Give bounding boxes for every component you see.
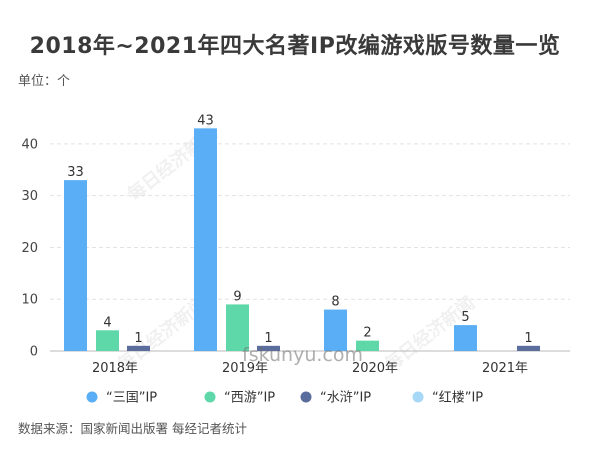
x-category-label: 2020年 <box>352 361 398 376</box>
site-watermark: fskunyu.com <box>242 344 363 366</box>
chart-title: 2018年~2021年四大名著IP改编游戏版号数量一览 <box>29 34 561 59</box>
bar <box>96 330 119 351</box>
bar <box>356 340 379 351</box>
bar <box>517 345 540 351</box>
y-tick-label: 30 <box>21 189 38 204</box>
bar <box>324 309 347 351</box>
bar-value-label: 43 <box>197 113 214 128</box>
bar-value-label: 4 <box>103 315 111 330</box>
legend-marker <box>412 391 424 403</box>
bar <box>127 345 150 351</box>
bar-value-label: 5 <box>461 310 469 325</box>
legend-marker <box>86 391 98 403</box>
legend-marker <box>204 391 216 403</box>
bar <box>454 325 477 351</box>
legend-marker <box>300 391 312 403</box>
y-tick-label: 0 <box>30 345 38 360</box>
bar <box>226 304 249 351</box>
bar-value-label: 33 <box>67 165 84 180</box>
y-tick-label: 40 <box>21 137 38 152</box>
bar <box>194 128 217 351</box>
data-source: 数据来源：国家新闻出版署 每经记者统计 <box>18 421 247 436</box>
bar <box>257 345 280 351</box>
legend-label: “西游”IP <box>224 391 275 406</box>
legend-label: “三国”IP <box>106 391 157 406</box>
bar-value-label: 1 <box>134 331 142 346</box>
bar-value-label: 1 <box>524 331 532 346</box>
x-category-label: 2021年 <box>482 361 528 376</box>
bar-value-label: 8 <box>331 295 339 310</box>
legend-label: “红楼”IP <box>432 390 483 406</box>
legend-label: “水浒”IP <box>320 391 371 406</box>
x-category-label: 2019年 <box>222 361 268 376</box>
y-tick-label: 10 <box>21 293 38 308</box>
bar <box>64 180 87 351</box>
y-tick-label: 20 <box>21 241 38 256</box>
x-category-label: 2018年 <box>92 361 138 376</box>
unit-label: 单位：个 <box>18 74 71 89</box>
bar-value-label: 1 <box>264 331 272 346</box>
bar-value-label: 2 <box>363 326 371 341</box>
bar-value-label: 9 <box>233 289 241 304</box>
